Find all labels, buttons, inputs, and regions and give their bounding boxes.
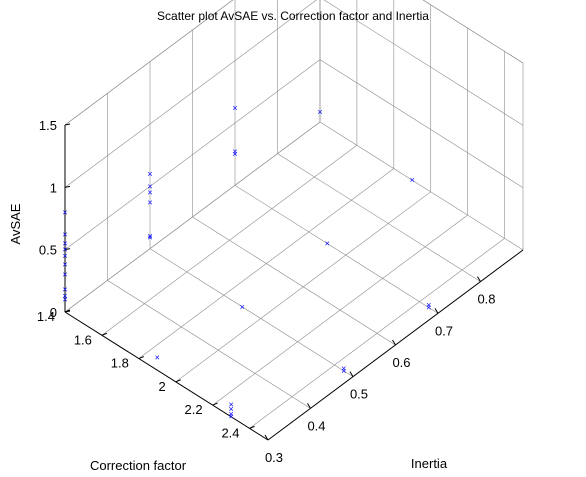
y-tick-mark <box>249 425 255 429</box>
y-tick-mark <box>138 356 145 360</box>
y-axis-line <box>64 311 269 441</box>
data-point: × <box>228 399 233 409</box>
y-tick-mark <box>101 332 108 336</box>
z-tick-label: 1 <box>50 180 57 195</box>
x-tick-label: 0.7 <box>435 323 453 338</box>
z-tick-mark <box>64 185 71 188</box>
data-point: × <box>62 295 67 305</box>
side-wall-grid-line <box>323 0 524 126</box>
floor-grid-line <box>175 191 431 383</box>
floor-grid-line <box>277 153 481 282</box>
x-tick-mark <box>392 339 396 346</box>
z-tick-mark <box>64 248 71 251</box>
floor-grid-line <box>212 214 468 406</box>
data-point: × <box>240 302 245 312</box>
data-point: × <box>317 107 322 117</box>
data-point: × <box>147 181 152 191</box>
box-edge <box>422 0 524 64</box>
back-wall-grid-line <box>64 59 321 250</box>
y-tick-label: 1.8 <box>111 356 129 371</box>
data-point: × <box>62 207 67 217</box>
tick-labels: 0 0.5 1 1.5 1.4 1.6 1.8 2 2.2 2.4 0.3 0.4 0.5 0.6 0.7 0… <box>37 118 496 465</box>
y-tick-mark <box>175 379 181 383</box>
data-point: × <box>62 251 67 261</box>
floor-grid-line <box>192 216 396 346</box>
data-point: × <box>228 404 233 414</box>
side-wall-grid-line <box>319 59 524 188</box>
data-point: × <box>62 285 67 295</box>
z-tick-label: 1.5 <box>39 118 57 133</box>
data-point: × <box>232 149 237 159</box>
data-point: × <box>147 232 152 242</box>
floor-grid-line <box>234 185 439 314</box>
x-tick-mark <box>264 434 269 441</box>
data-point: × <box>426 303 431 313</box>
x-tick-label: 0.8 <box>477 292 495 307</box>
data-point: × <box>155 353 160 363</box>
x-tick-label: 0.6 <box>392 355 410 370</box>
axes-frame <box>64 123 524 441</box>
floor-grid-line <box>107 280 311 409</box>
x-tick-mark <box>477 276 481 282</box>
chart-title: Scatter plot AvSAE vs. Correction factor… <box>157 9 429 23</box>
z-tick-label: 0.5 <box>39 243 57 258</box>
back-wall-grid-line <box>64 0 317 188</box>
box-edge <box>64 0 234 126</box>
data-point: × <box>426 300 431 310</box>
floor-grid-line <box>149 248 354 377</box>
x-tick-label: 0.3 <box>265 450 283 465</box>
y-tick-label: 2.4 <box>221 425 239 440</box>
data-point: × <box>147 188 152 198</box>
side-wall-grid-line <box>319 121 524 251</box>
back-wall-grid-line <box>64 121 321 313</box>
x-tick-label: 0.4 <box>307 418 325 433</box>
y-tick-label: 2 <box>158 379 165 394</box>
y-tick-label: 1.4 <box>37 309 55 324</box>
data-point: × <box>147 198 152 208</box>
data-point: × <box>147 169 152 179</box>
z-tick-label: 0 <box>50 305 57 320</box>
x-axis-label: Inertia <box>411 456 448 471</box>
data-point: × <box>62 238 67 248</box>
data-point: × <box>228 409 233 419</box>
data-point: × <box>62 270 67 280</box>
data-points: ×××××××××××××××××××××××××××××××× <box>62 103 431 422</box>
x-tick-mark <box>434 308 439 314</box>
floor-grid-line <box>101 145 358 336</box>
data-point: × <box>232 147 237 157</box>
data-point: × <box>341 366 346 376</box>
data-point: × <box>62 230 67 240</box>
y-axis-label: Correction factor <box>90 458 187 473</box>
data-point: × <box>147 231 152 241</box>
data-point: × <box>62 260 67 270</box>
data-point: × <box>228 412 233 422</box>
x-tick-mark <box>349 371 354 377</box>
y-tick-label: 1.6 <box>74 332 92 347</box>
z-axis-label: AvSAE <box>8 203 23 244</box>
floor-grid-line <box>249 238 505 429</box>
y-tick-label: 2.2 <box>185 402 203 417</box>
data-point: × <box>325 239 330 249</box>
data-point: × <box>232 103 237 113</box>
y-tick-mark <box>212 402 218 406</box>
data-point: × <box>62 245 67 255</box>
data-point: × <box>62 291 67 301</box>
x-tick-label: 0.5 <box>350 387 368 402</box>
z-tick-mark <box>64 123 71 126</box>
floor-grid-line <box>138 168 394 359</box>
data-point: × <box>341 363 346 373</box>
x-tick-mark <box>307 403 311 409</box>
data-point: × <box>410 175 415 185</box>
y-tick-mark <box>64 309 71 313</box>
